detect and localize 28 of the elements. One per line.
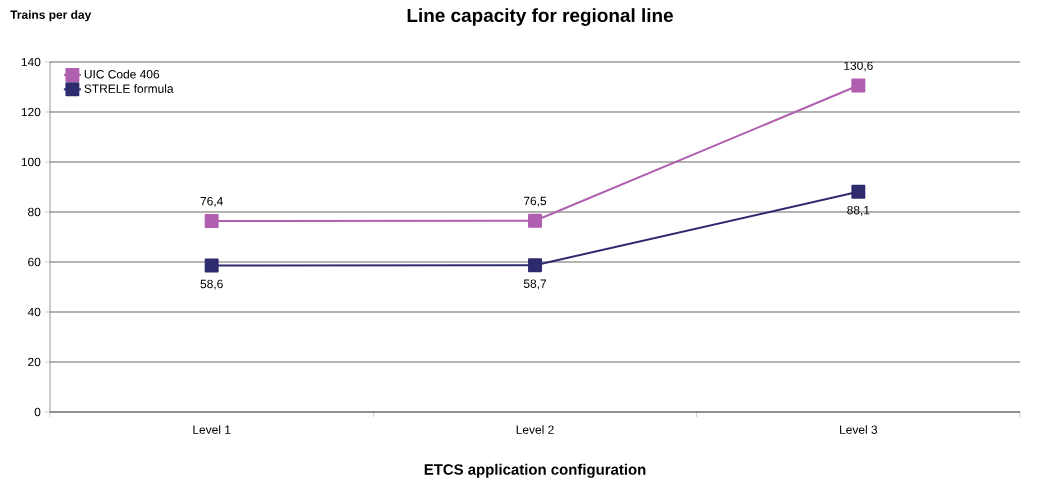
- chart-title: Line capacity for regional line: [407, 8, 673, 26]
- y-tick-label: 60: [28, 257, 41, 267]
- data-label: 58,6: [200, 279, 223, 290]
- y-tick-label: 80: [28, 207, 41, 217]
- point: [204, 258, 219, 273]
- x-tick-label: Level 1: [193, 425, 231, 434]
- data-label: 76,4: [200, 196, 223, 207]
- point: [204, 214, 219, 228]
- y-tick-label: 0: [34, 407, 41, 417]
- legend-label: UIC Code 406: [84, 69, 160, 79]
- y-tick-label: 100: [21, 157, 41, 167]
- y-tick-label: 40: [27, 307, 41, 317]
- y-axis-title: Trains per day: [10, 10, 92, 22]
- point: [528, 213, 542, 228]
- data-label: 88,1: [847, 205, 870, 216]
- y-tick-label: 20: [28, 357, 41, 367]
- legend-label: STRELE formula: [84, 84, 174, 93]
- y-tick-label: 120: [21, 107, 41, 117]
- point: [851, 184, 866, 199]
- x-tick-label: Level 3: [840, 425, 878, 434]
- x-axis-title: ETCS application configuration: [424, 463, 646, 478]
- data-label: 58,7: [523, 279, 547, 290]
- x-tick-label: Level 2: [516, 425, 554, 434]
- data-label: 130,6: [844, 61, 873, 72]
- y-tick-label: 140: [21, 57, 41, 67]
- point: [851, 78, 866, 93]
- point: [528, 258, 542, 273]
- data-label: 76,5: [523, 196, 547, 207]
